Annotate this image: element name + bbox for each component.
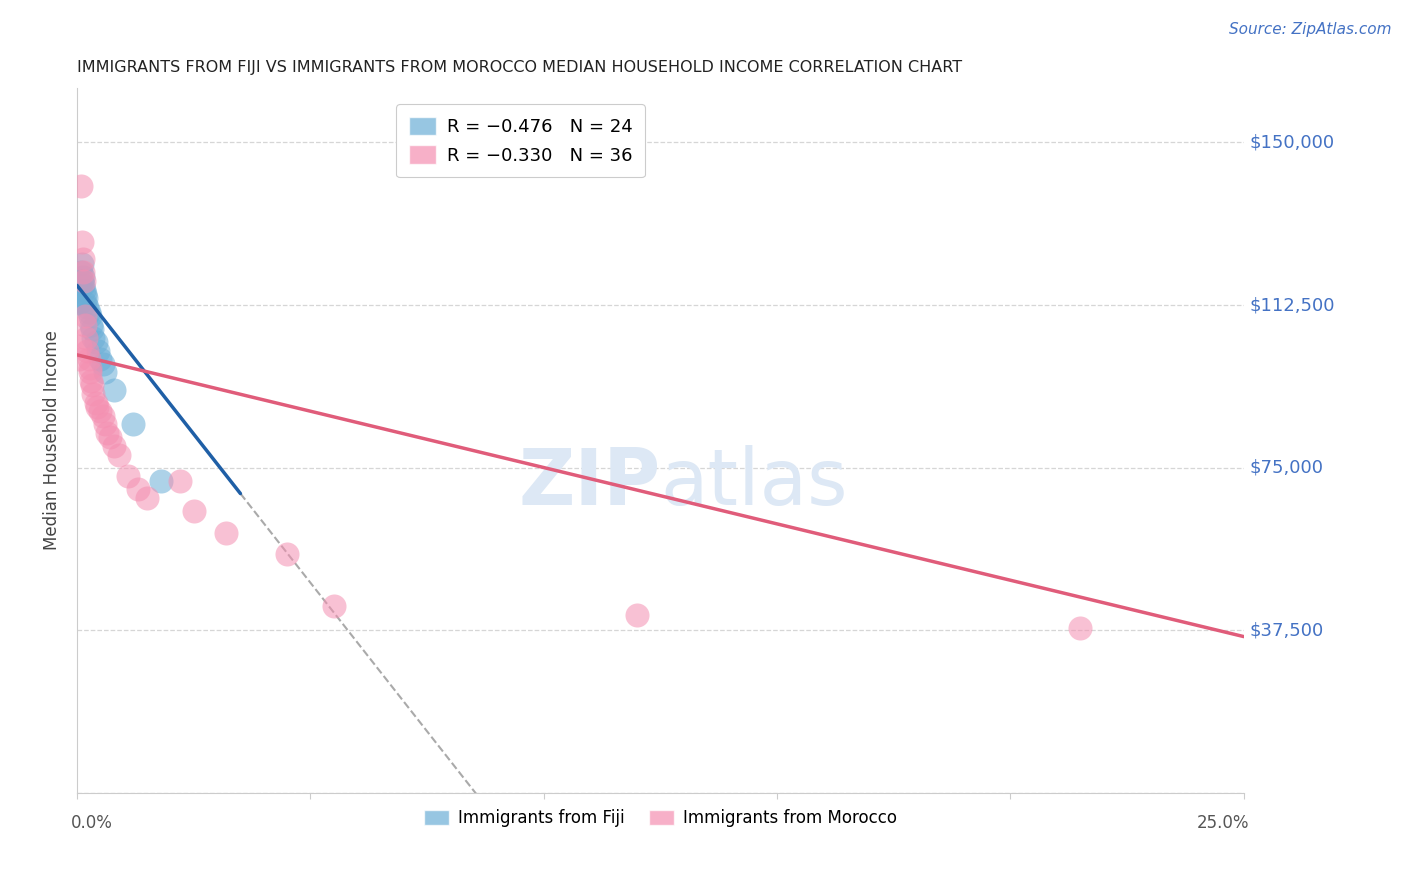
Point <box>103 383 125 397</box>
Text: 0.0%: 0.0% <box>72 814 112 831</box>
Point <box>80 378 103 392</box>
Point <box>127 482 149 496</box>
Point <box>183 504 205 518</box>
Point <box>73 274 96 288</box>
Y-axis label: Median Household Income: Median Household Income <box>44 331 60 550</box>
Point <box>122 417 145 432</box>
Point <box>1069 621 1091 635</box>
Text: Source: ZipAtlas.com: Source: ZipAtlas.com <box>1229 22 1392 37</box>
Point <box>69 339 91 353</box>
Point <box>136 491 159 505</box>
Point <box>72 269 94 284</box>
Point <box>72 265 94 279</box>
Point <box>77 352 100 367</box>
Point <box>98 430 121 444</box>
Point <box>103 439 125 453</box>
Point <box>84 395 107 409</box>
Point <box>80 318 103 332</box>
Point <box>69 265 91 279</box>
Point <box>75 330 97 344</box>
Point <box>117 469 139 483</box>
Text: atlas: atlas <box>661 445 848 521</box>
Point <box>89 404 111 418</box>
Text: ZIP: ZIP <box>519 445 661 521</box>
Point <box>84 334 107 349</box>
Point <box>72 252 94 267</box>
Point <box>67 352 90 367</box>
Point <box>91 409 114 423</box>
Legend: Immigrants from Fiji, Immigrants from Morocco: Immigrants from Fiji, Immigrants from Mo… <box>418 802 903 834</box>
Point <box>86 400 108 414</box>
Point <box>70 235 93 249</box>
Text: 25.0%: 25.0% <box>1197 814 1250 831</box>
Point <box>67 296 90 310</box>
Text: IMMIGRANTS FROM FIJI VS IMMIGRANTS FROM MOROCCO MEDIAN HOUSEHOLD INCOME CORRELAT: IMMIGRANTS FROM FIJI VS IMMIGRANTS FROM … <box>77 60 962 75</box>
Point <box>276 547 298 561</box>
Point <box>72 278 94 293</box>
Point <box>82 387 104 401</box>
Point <box>215 525 238 540</box>
Point <box>79 309 101 323</box>
Point <box>626 607 648 622</box>
Point <box>79 365 101 379</box>
Point <box>96 425 118 440</box>
Point <box>150 474 173 488</box>
Text: $150,000: $150,000 <box>1250 134 1334 152</box>
Point <box>108 448 131 462</box>
Point <box>73 287 96 301</box>
Point <box>75 292 97 306</box>
Point <box>80 322 103 336</box>
Point <box>94 417 117 432</box>
Point <box>82 330 104 344</box>
Point <box>70 274 93 288</box>
Point <box>77 304 100 318</box>
Text: $75,000: $75,000 <box>1250 458 1323 476</box>
Text: $37,500: $37,500 <box>1250 621 1324 639</box>
Point <box>79 360 101 375</box>
Point <box>76 300 98 314</box>
Point <box>91 357 114 371</box>
Point <box>94 365 117 379</box>
Point <box>73 283 96 297</box>
Point <box>76 343 98 358</box>
Point <box>89 352 111 367</box>
Text: $112,500: $112,500 <box>1250 296 1336 314</box>
Point <box>75 296 97 310</box>
Point <box>169 474 191 488</box>
Point <box>322 599 344 614</box>
Point <box>69 178 91 193</box>
Point <box>73 309 96 323</box>
Point <box>87 343 110 358</box>
Point <box>75 318 97 332</box>
Point <box>70 257 93 271</box>
Point <box>80 374 103 388</box>
